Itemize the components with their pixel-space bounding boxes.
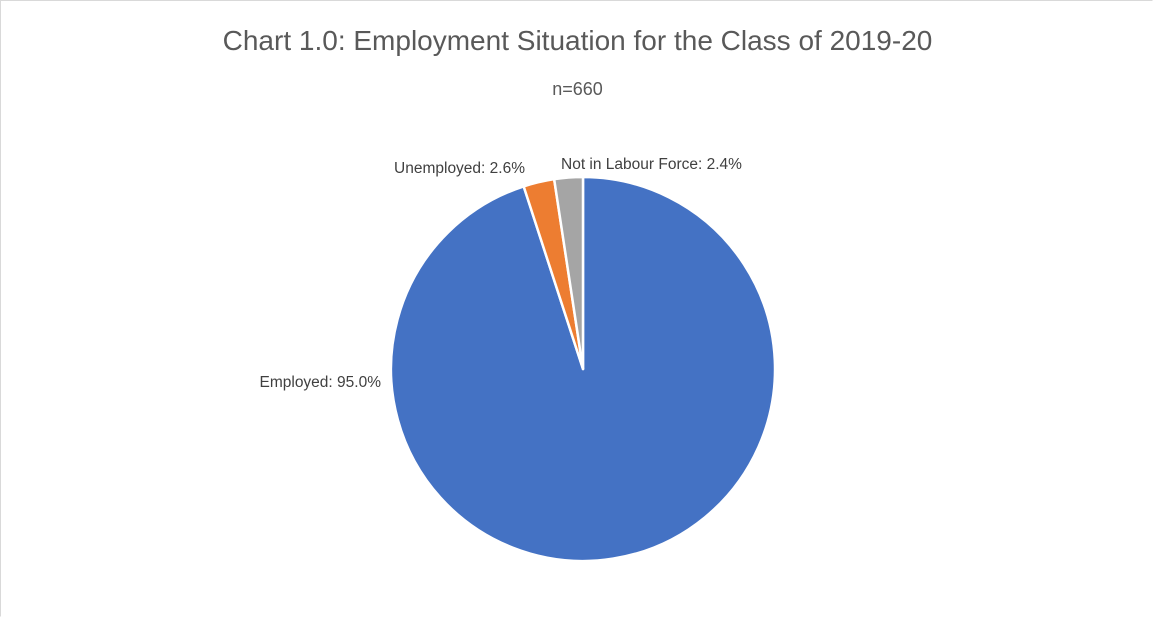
pie-slice-employed — [389, 175, 777, 563]
pie-slices — [389, 175, 777, 563]
chart-subtitle: n=660 — [552, 79, 603, 99]
chart-title: Chart 1.0: Employment Situation for the … — [222, 25, 933, 56]
data-label-not-in-labour-force: Not in Labour Force: 2.4% — [561, 156, 742, 173]
data-label-employed: Employed: 95.0% — [260, 374, 382, 391]
pie-data-labels: Employed: 95.0% Unemployed: 2.6% Not in La… — [260, 156, 743, 391]
pie-slice-not-in-labour-force — [552, 175, 585, 371]
data-label-unemployed: Unemployed: 2.6% — [394, 160, 525, 177]
